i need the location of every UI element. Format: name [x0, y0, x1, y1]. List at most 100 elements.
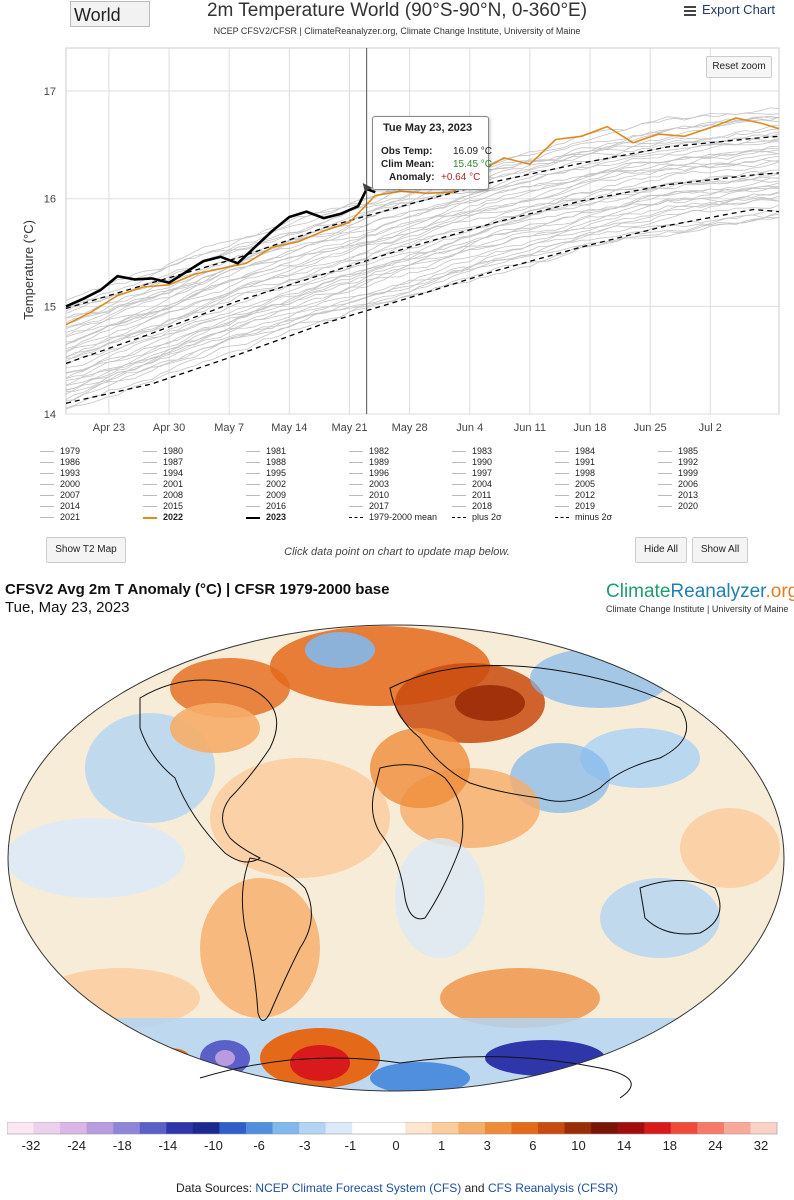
legend-label: 1998 [575, 468, 596, 478]
legend-item[interactable]: 2020 [658, 501, 698, 511]
temperature-line-chart[interactable]: 14 15 16 17 Apr 23 Apr 30 May 7 May 14 May 21 May… [0, 40, 794, 440]
plot-area[interactable]: 14 15 16 17 Apr 23 Apr 30 May 7 May 14 May 21 May… [44, 47, 780, 434]
series-line-2022[interactable] [65, 117, 780, 326]
legend-item[interactable]: 2005 [555, 479, 595, 489]
legend-item[interactable]: 1980 [143, 446, 183, 456]
legend-item[interactable]: 1995 [246, 468, 286, 478]
legend-item[interactable]: 1999 [658, 468, 698, 478]
legend-item[interactable]: 2016 [246, 501, 286, 511]
legend-item[interactable]: 1997 [452, 468, 492, 478]
reset-zoom-button[interactable]: Reset zoom [706, 56, 772, 78]
legend-item[interactable]: 2007 [40, 490, 80, 500]
series-line-2023[interactable] [65, 187, 376, 308]
legend-item[interactable]: 1992 [658, 457, 698, 467]
map-date: Tue, May 23, 2023 [5, 599, 130, 616]
legend-item[interactable]: 1979-2000 mean [349, 512, 437, 522]
legend-swatch [349, 451, 363, 453]
sources-middle: and [461, 1181, 488, 1195]
legend-label: 2004 [472, 479, 493, 489]
legend-item[interactable]: 1988 [246, 457, 286, 467]
legend-item[interactable]: 1986 [40, 457, 80, 467]
colorbar-swatch [245, 1122, 274, 1134]
legend-swatch [658, 451, 672, 453]
legend-label: 1980 [163, 446, 184, 456]
legend-item[interactable]: 2006 [658, 479, 698, 489]
legend-label: 1991 [575, 457, 596, 467]
cfs-link[interactable]: NCEP Climate Forecast System (CFS) [255, 1181, 462, 1195]
legend-item[interactable]: 2018 [452, 501, 492, 511]
legend-item[interactable]: 2017 [349, 501, 389, 511]
legend-item[interactable]: 2008 [143, 490, 183, 500]
x-tick-label: May 28 [392, 422, 428, 434]
legend-item[interactable]: minus 2σ [555, 512, 612, 522]
legend-item[interactable]: 1982 [349, 446, 389, 456]
legend-item[interactable]: 1987 [143, 457, 183, 467]
legend-item[interactable]: 2015 [143, 501, 183, 511]
legend-swatch [246, 516, 260, 519]
colorbar-label: -14 [159, 1138, 178, 1153]
legend-label: 2005 [575, 479, 596, 489]
legend-item[interactable]: 2012 [555, 490, 595, 500]
colorbar-swatch [484, 1122, 512, 1134]
legend-item[interactable]: 2001 [143, 479, 183, 489]
legend-item[interactable]: 1996 [349, 468, 389, 478]
legend-item[interactable]: 1981 [246, 446, 286, 456]
colorbar-label: -3 [299, 1138, 311, 1153]
legend-swatch [349, 517, 363, 519]
legend-item[interactable]: 2009 [246, 490, 286, 500]
legend-item[interactable]: 1991 [555, 457, 595, 467]
region-select[interactable]: World [70, 1, 150, 27]
legend-item[interactable]: 1984 [555, 446, 595, 456]
legend-swatch [658, 484, 672, 486]
legend-item[interactable]: 2021 [40, 512, 80, 522]
legend-label: 1997 [472, 468, 493, 478]
background-year-line [65, 145, 780, 338]
tooltip-obs-value: 16.09 °C [453, 146, 493, 157]
legend-item[interactable]: 2019 [555, 501, 595, 511]
background-year-line [65, 182, 780, 374]
background-year-line [65, 217, 780, 405]
legend-item[interactable]: 1998 [555, 468, 595, 478]
legend-item[interactable]: 2002 [246, 479, 286, 489]
background-year-line [65, 199, 780, 391]
colorbar-label: -10 [204, 1138, 223, 1153]
colorbar-swatch [60, 1122, 88, 1134]
legend-item[interactable]: 1983 [452, 446, 492, 456]
legend-item[interactable]: 2003 [349, 479, 389, 489]
cfsr-link[interactable]: CFS Reanalysis (CFSR) [487, 1181, 618, 1195]
legend-item[interactable]: 2010 [349, 490, 389, 500]
export-chart-button[interactable]: Export Chart [684, 2, 775, 18]
legend-swatch [658, 462, 672, 464]
legend-item[interactable]: 1990 [452, 457, 492, 467]
climate-reanalyzer-logo[interactable]: ClimateReanalyzer.org [606, 581, 794, 603]
legend-item[interactable]: 1989 [349, 457, 389, 467]
sources-prefix: Data Sources: [176, 1181, 256, 1195]
series-line-1979-2000-mean[interactable] [65, 172, 780, 365]
background-year-line [65, 205, 780, 395]
legend-label: minus 2σ [575, 512, 613, 522]
legend-item[interactable]: 2022 [143, 512, 183, 522]
hide-all-button[interactable]: Hide All [635, 537, 687, 563]
legend-item[interactable]: 2013 [658, 490, 698, 500]
anomaly-map[interactable] [0, 618, 794, 1113]
legend-item[interactable]: plus 2σ [452, 512, 502, 522]
legend-item[interactable]: 2000 [40, 479, 80, 489]
background-year-line [65, 137, 780, 328]
legend-item[interactable]: 1994 [143, 468, 183, 478]
legend-item[interactable]: 2014 [40, 501, 80, 511]
legend-swatch [143, 516, 157, 519]
legend-item[interactable]: 2023 [246, 512, 286, 522]
series-line-plus-2-[interactable] [65, 135, 780, 310]
background-year-line [65, 141, 780, 333]
legend-item[interactable]: 1979 [40, 446, 80, 456]
legend-item[interactable]: 2011 [452, 490, 491, 500]
legend-swatch [246, 473, 260, 475]
legend-item[interactable]: 1993 [40, 468, 80, 478]
legend-label: 1994 [163, 468, 184, 478]
legend-item[interactable]: 1985 [658, 446, 698, 456]
show-all-button[interactable]: Show All [692, 537, 748, 563]
colorbar-label: -6 [253, 1138, 265, 1153]
colorbar-swatch [299, 1122, 327, 1134]
legend-item[interactable]: 2004 [452, 479, 492, 489]
show-t2-map-button[interactable]: Show T2 Map [46, 537, 126, 563]
